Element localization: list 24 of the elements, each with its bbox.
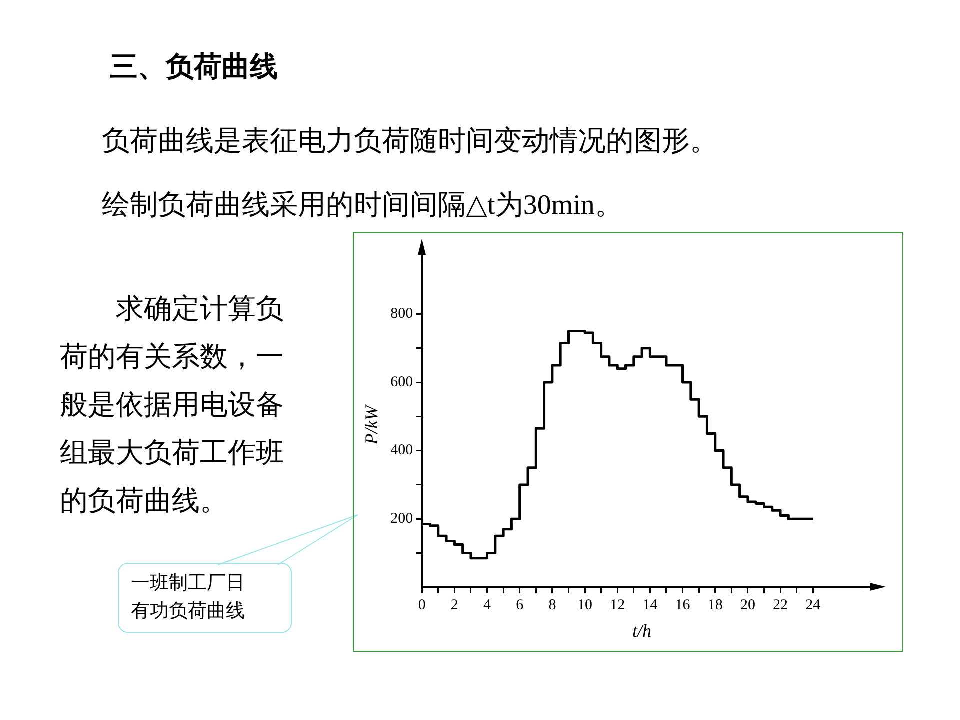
text: 求确定计算负荷的有关系数，一般是依据用电设备组最大负荷工作班的负荷曲线。 xyxy=(60,293,285,519)
x-tick-label: 10 xyxy=(578,597,593,614)
x-tick-label: 12 xyxy=(610,597,626,614)
x-tick-label: 4 xyxy=(484,597,492,614)
text: 三、负荷曲线 xyxy=(110,50,278,84)
x-tick-label: 0 xyxy=(418,597,426,614)
y-axis-title: P/kW xyxy=(362,404,382,446)
x-tick-label: 14 xyxy=(642,597,658,614)
y-tick-label: 600 xyxy=(390,374,414,390)
x-tick-label: 20 xyxy=(740,597,756,614)
x-tick-label: 22 xyxy=(773,597,788,614)
x-axis-title: t/h xyxy=(632,620,652,641)
x-tick-label: 16 xyxy=(675,597,691,614)
x-tick-label: 24 xyxy=(806,597,822,614)
chart-subtitle: 负荷曲线是表征电力负荷随时间变动情况的图形。 xyxy=(102,125,718,159)
text: 一班制工厂日有功负荷曲线 xyxy=(118,563,292,633)
x-tick-label: 6 xyxy=(516,597,524,614)
y-tick-label: 400 xyxy=(390,442,414,459)
y-tick-label: 200 xyxy=(390,511,414,528)
x-tick-label: 18 xyxy=(708,597,723,614)
y-tick-label: 800 xyxy=(390,306,414,322)
text: 绘制负荷曲线采用的时间间隔△t为30min。 xyxy=(102,189,623,223)
x-tick-label: 2 xyxy=(450,597,458,614)
x-tick-label: 8 xyxy=(548,597,556,614)
